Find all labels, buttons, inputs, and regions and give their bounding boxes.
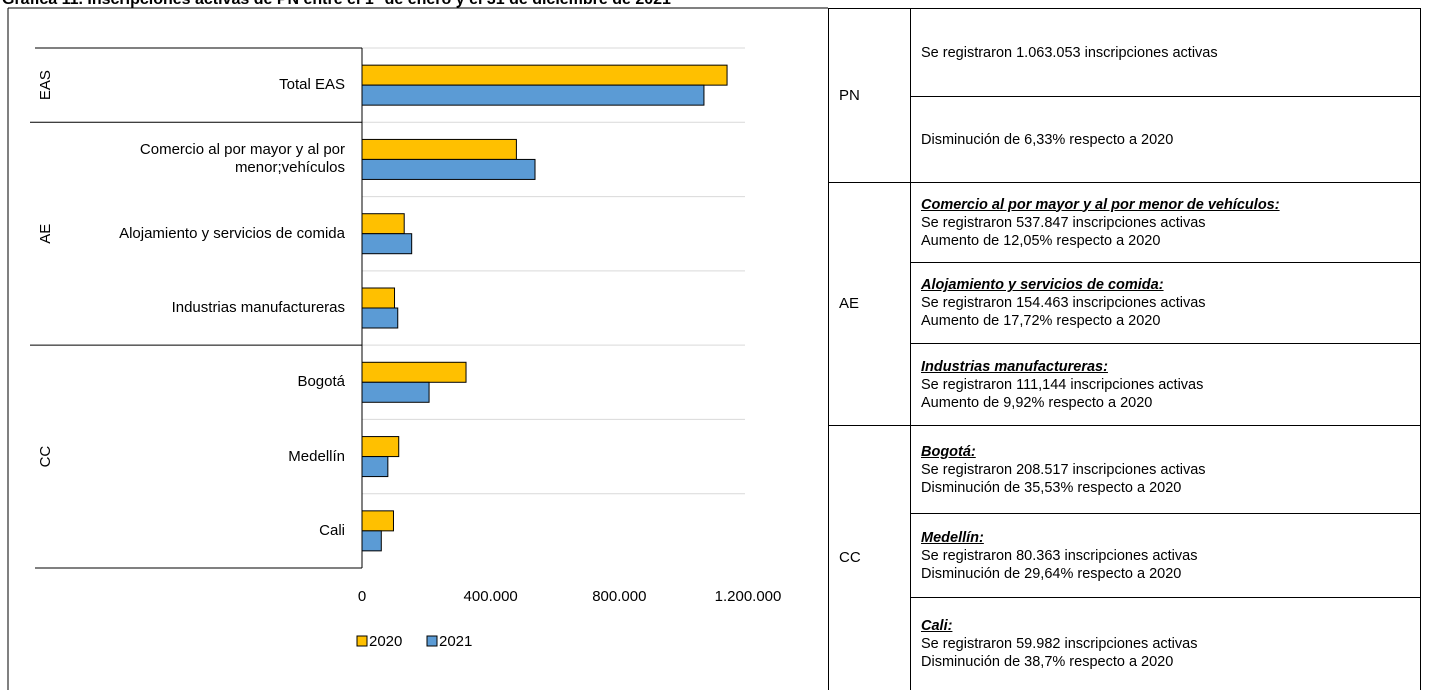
bar: [361, 381, 430, 403]
category-label: Medellín: [288, 447, 345, 465]
category-label: Alojamiento y servicios de comida: [119, 224, 345, 242]
group-cell: PN: [828, 8, 911, 183]
group-label: AE: [37, 224, 54, 244]
page-title: Gráfica 11. Inscripciones activas de PN …: [2, 0, 671, 9]
text-cell: Alojamiento y servicios de comida: Se reg…: [910, 262, 1421, 344]
cell-heading: Cali:: [921, 618, 953, 634]
category-label: Industrias manufactureras: [171, 299, 345, 316]
cell-line: Disminución de 38,7% respecto a 2020: [921, 654, 1174, 670]
bar: [361, 84, 705, 106]
category-label: Cali: [319, 521, 345, 539]
category-label: Bogotá: [297, 373, 345, 391]
cell-line: Se registraron 537.847 inscripciones act…: [921, 214, 1206, 231]
bar: [361, 530, 382, 552]
cell-line: Disminución de 35,53% respecto a 2020: [921, 479, 1182, 496]
cell-line: Aumento de 17,72% respecto a 2020: [921, 313, 1161, 329]
text-cell: Comercio al por mayor y al por menor de …: [910, 182, 1421, 263]
bar: [361, 138, 517, 160]
text-cell: Medellín: Se registraron 80.363 inscripci…: [910, 513, 1421, 598]
text-cell: Cali: Se registraron 59.982 inscripciones…: [910, 597, 1421, 690]
cell-heading: Comercio al por mayor y al por menor de …: [921, 196, 1280, 213]
group-label: CC: [37, 446, 54, 468]
cell-line: Disminución de 6,33% respecto a 2020: [921, 131, 1174, 148]
cell-line: Aumento de 9,92% respecto a 2020: [921, 394, 1153, 411]
legend-swatch: [356, 635, 368, 647]
legend-swatch: [426, 635, 438, 647]
bar: [361, 510, 394, 532]
x-tick-label: 0: [358, 588, 366, 605]
text-cell: Industrias manufactureras: Se registraron…: [910, 343, 1421, 426]
bar: [361, 158, 536, 180]
cell-line: Se registraron 208.517 inscripciones act…: [921, 461, 1206, 478]
cell-heading: Alojamiento y servicios de comida:: [921, 277, 1164, 293]
legend-label: 2021: [439, 633, 472, 650]
cell-line: Se registraron 154.463 inscripciones act…: [921, 295, 1206, 311]
bar: [361, 456, 389, 478]
group-cell: CC: [828, 425, 911, 690]
cell-heading: Bogotá:: [921, 443, 976, 460]
cell-line: Aumento de 12,05% respecto a 2020: [921, 232, 1161, 249]
text-cell: Se registraron 1.063.053 inscripciones a…: [910, 8, 1421, 97]
text-cell: Disminución de 6,33% respecto a 2020: [910, 96, 1421, 183]
x-tick-label: 1.200.000: [715, 588, 782, 605]
x-tick-label: 800.000: [592, 588, 646, 605]
group-cell: AE: [828, 182, 911, 426]
x-tick-label: 400.000: [464, 588, 518, 605]
bar: [361, 436, 400, 458]
bar: [361, 213, 405, 235]
bar: [361, 233, 413, 255]
category-label: Total EAS: [279, 76, 345, 94]
cell-heading: Industrias manufactureras:: [921, 358, 1108, 375]
cell-line: Disminución de 29,64% respecto a 2020: [921, 565, 1182, 582]
bar: [361, 307, 399, 329]
text-cell: Bogotá: Se registraron 208.517 inscripcio…: [910, 425, 1421, 514]
cell-line: Se registraron 80.363 inscripciones acti…: [921, 547, 1198, 564]
cell-line: Se registraron 111,144 inscripciones act…: [921, 376, 1204, 393]
cell-heading: Medellín:: [921, 529, 984, 546]
cell-line: Se registraron 59.982 inscripciones acti…: [921, 636, 1198, 652]
category-label: Comercio al por mayor y al por menor;veh…: [139, 141, 345, 177]
cell-line: Se registraron 1.063.053 inscripciones a…: [921, 44, 1218, 61]
group-label: EAS: [37, 70, 54, 100]
legend-label: 2020: [369, 633, 402, 650]
bar: [361, 287, 396, 309]
bar: [361, 64, 728, 86]
bar: [361, 361, 467, 383]
